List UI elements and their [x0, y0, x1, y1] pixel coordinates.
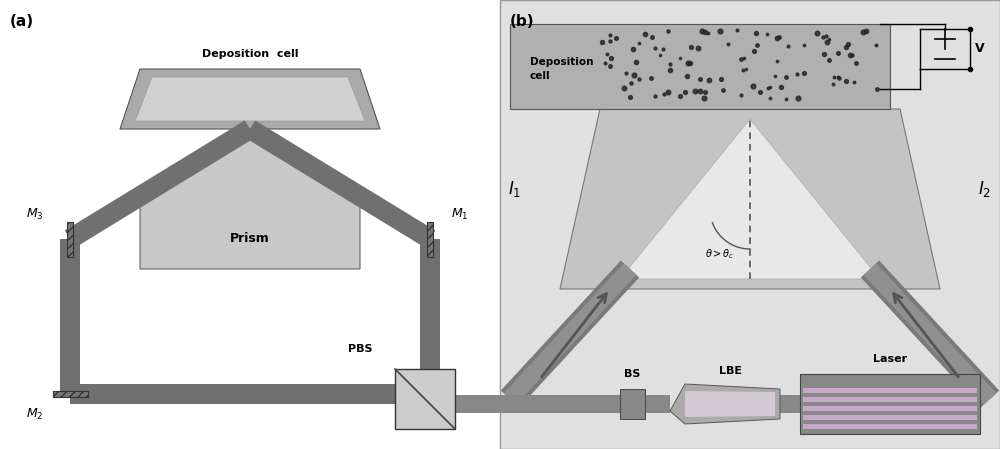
Bar	[803, 406, 977, 411]
Polygon shape	[420, 239, 440, 394]
Bar	[395, 369, 455, 429]
Text: $M_3$: $M_3$	[26, 207, 44, 221]
Polygon shape	[65, 120, 255, 247]
Bar	[52, 391, 88, 397]
Bar	[800, 374, 980, 434]
Text: Prism: Prism	[230, 233, 270, 246]
Text: BS: BS	[624, 369, 641, 379]
Polygon shape	[504, 263, 636, 405]
Polygon shape	[70, 384, 430, 404]
Text: (a): (a)	[10, 14, 34, 29]
Bar	[67, 221, 73, 256]
Text: $I_1$: $I_1$	[508, 179, 522, 199]
Text: Deposition  cell: Deposition cell	[202, 49, 298, 59]
Text: Laser: Laser	[873, 354, 907, 364]
Polygon shape	[455, 395, 620, 413]
Polygon shape	[60, 239, 80, 394]
Polygon shape	[245, 120, 435, 247]
Text: $\theta > \theta_c$: $\theta > \theta_c$	[705, 247, 735, 261]
Text: V: V	[975, 43, 985, 56]
Polygon shape	[501, 260, 639, 408]
Bar	[510, 24, 890, 109]
Bar	[500, 0, 1000, 449]
Bar	[803, 415, 977, 420]
Polygon shape	[861, 260, 999, 408]
Bar	[803, 388, 977, 393]
Polygon shape	[780, 395, 800, 413]
Polygon shape	[685, 391, 775, 417]
Text: (b): (b)	[510, 14, 535, 29]
Polygon shape	[135, 77, 365, 121]
Text: Deposition
cell: Deposition cell	[530, 57, 594, 81]
Bar	[803, 397, 977, 402]
Text: $M_2$: $M_2$	[26, 406, 44, 422]
Text: LBE: LBE	[718, 366, 742, 376]
Bar	[803, 424, 977, 429]
Polygon shape	[645, 395, 670, 413]
Text: $I_2$: $I_2$	[978, 179, 992, 199]
Polygon shape	[120, 69, 380, 129]
Polygon shape	[620, 119, 880, 279]
Polygon shape	[864, 263, 996, 405]
Polygon shape	[560, 109, 940, 289]
Polygon shape	[140, 129, 360, 269]
Bar	[0, 0, 500, 449]
Polygon shape	[670, 384, 780, 424]
Text: $M_1$: $M_1$	[451, 207, 469, 221]
Bar	[620, 389, 645, 419]
Text: PBS: PBS	[348, 344, 372, 354]
Bar	[427, 221, 433, 256]
